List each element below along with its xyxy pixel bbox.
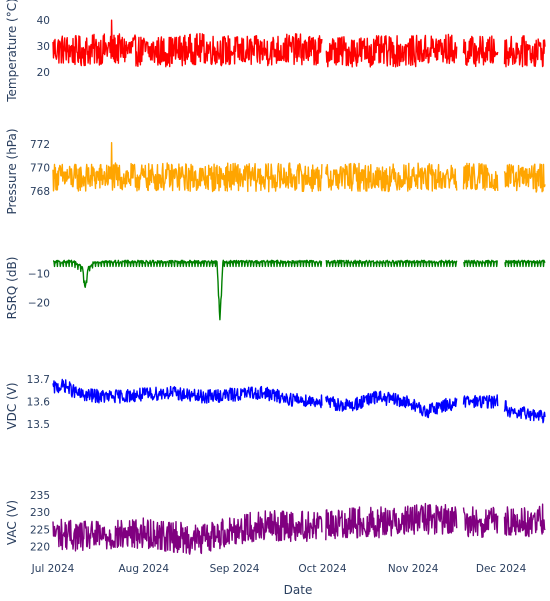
y-tick-label: 230 bbox=[30, 507, 50, 519]
series-line-4 bbox=[52, 378, 546, 424]
y-tick-label: −20 bbox=[28, 298, 50, 310]
y-tick-label: 13.6 bbox=[27, 396, 51, 408]
series-line-5 bbox=[52, 502, 546, 555]
y-tick-label: 13.7 bbox=[27, 374, 50, 386]
y-tick-label: 770 bbox=[30, 162, 50, 174]
x-axis: Jul 2024 Aug 2024 Sep 2024 Oct 2024 Nov 2024… bbox=[31, 563, 527, 575]
series-line-3 bbox=[52, 259, 546, 321]
y-tick-label: 40 bbox=[37, 15, 50, 27]
x-tick-label: Dec 2024 bbox=[476, 563, 527, 575]
y-tick-label: 30 bbox=[37, 41, 50, 53]
x-tick-label: Sep 2024 bbox=[210, 563, 260, 575]
x-tick-label: Jul 2024 bbox=[31, 563, 75, 575]
y-tick-label: 13.5 bbox=[27, 419, 50, 431]
y-axis-title: Temperature (°C) bbox=[5, 0, 19, 103]
y-axis-title: VDC (V) bbox=[5, 382, 19, 429]
y-axis-title: VAC (V) bbox=[5, 500, 19, 545]
panel-3: −10 −20 RSRQ (dB) bbox=[5, 257, 546, 321]
y-axis-title: Pressure (hPa) bbox=[5, 128, 19, 214]
panel-2: 768 770 772 Pressure (hPa) bbox=[5, 128, 546, 215]
y-axis-title: RSRQ (dB) bbox=[5, 257, 19, 320]
y-tick-label: 768 bbox=[30, 186, 50, 198]
y-tick-label: 225 bbox=[30, 524, 50, 536]
y-tick-label: 20 bbox=[37, 67, 50, 79]
panel-5: 220 225 230 235 VAC (V) bbox=[5, 490, 546, 555]
y-tick-label: 772 bbox=[30, 139, 50, 151]
x-tick-label: Nov 2024 bbox=[388, 563, 439, 575]
panel-1: 20 30 40 Temperature (°C) bbox=[5, 0, 546, 103]
series-line-2 bbox=[52, 142, 546, 193]
y-tick-label: 220 bbox=[30, 542, 50, 554]
y-tick-label: −10 bbox=[28, 268, 50, 280]
panel-4: 13.5 13.6 13.7 VDC (V) bbox=[5, 374, 546, 431]
x-tick-label: Oct 2024 bbox=[298, 563, 347, 575]
x-tick-label: Aug 2024 bbox=[119, 563, 170, 575]
series-line-1 bbox=[52, 19, 546, 68]
panels-layer: 20 30 40 Temperature (°C) 768 770 772 Pressure … bbox=[5, 0, 546, 555]
y-tick-label: 235 bbox=[30, 490, 50, 502]
x-axis-title: Date bbox=[284, 583, 313, 597]
